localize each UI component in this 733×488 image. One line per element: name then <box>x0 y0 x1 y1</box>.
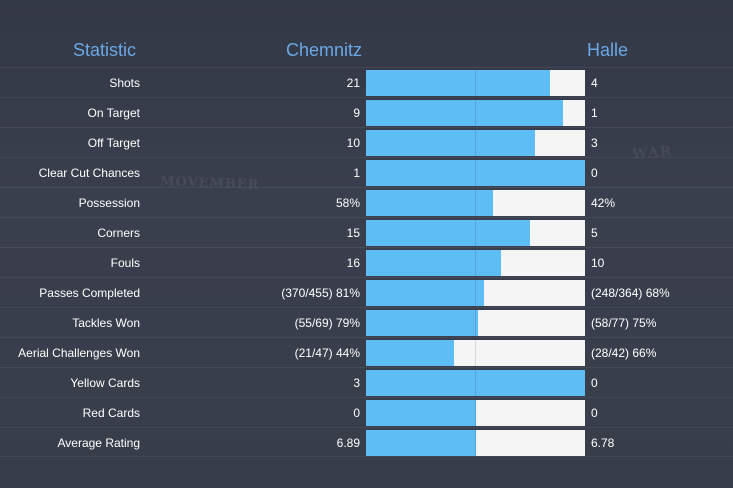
away-value: 3 <box>591 136 598 150</box>
stat-row: Clear Cut Chances 1 0 <box>0 157 733 187</box>
bar-midline <box>475 370 476 396</box>
stat-row: On Target 9 1 <box>0 97 733 127</box>
stat-label: Off Target <box>87 136 140 150</box>
stat-label: Corners <box>97 226 140 240</box>
home-value: 21 <box>346 76 360 90</box>
comparison-bar <box>366 100 585 126</box>
stat-row: Fouls 16 10 <box>0 247 733 277</box>
away-value: (58/77) 75% <box>591 316 657 330</box>
bar-midline <box>475 130 476 156</box>
bar-midline <box>475 190 476 216</box>
home-value: (55/69) 79% <box>294 316 360 330</box>
bar-midline <box>475 100 476 126</box>
home-bar-fill <box>366 370 585 396</box>
stat-label: Passes Completed <box>39 286 140 300</box>
comparison-bar <box>366 340 585 366</box>
stat-row: Passes Completed (370/455) 81% (248/364)… <box>0 277 733 307</box>
bar-midline <box>475 340 476 366</box>
stat-row: Average Rating 6.89 6.78 <box>0 427 733 457</box>
home-bar-fill <box>366 190 493 216</box>
away-team-header[interactable]: Halle <box>587 40 629 60</box>
stat-label: Average Rating <box>57 436 141 450</box>
bar-midline <box>475 70 476 96</box>
stat-row: Shots 21 4 <box>0 67 733 97</box>
away-value: 4 <box>591 76 598 90</box>
bar-midline <box>475 250 476 276</box>
comparison-bar <box>366 130 585 156</box>
bar-midline <box>475 430 476 456</box>
bar-midline <box>475 220 476 246</box>
comparison-bar <box>366 190 585 216</box>
bar-midline <box>475 310 476 336</box>
stat-label: Possession <box>78 196 140 210</box>
stat-label: Yellow Cards <box>70 376 140 390</box>
stat-label: Clear Cut Chances <box>38 166 140 180</box>
stat-label: Aerial Challenges Won <box>18 346 140 360</box>
home-bar-fill <box>366 400 476 426</box>
comparison-bar <box>366 250 585 276</box>
away-value: 1 <box>591 106 598 120</box>
comparison-bar <box>366 220 585 246</box>
home-team-header[interactable]: Chemnitz <box>285 40 362 60</box>
away-value: 0 <box>591 376 598 390</box>
home-bar-fill <box>366 280 484 306</box>
comparison-bar <box>366 160 585 186</box>
stat-row: Off Target 10 3 <box>0 127 733 157</box>
home-value: (21/47) 44% <box>294 346 360 360</box>
comparison-bar <box>366 400 585 426</box>
home-bar-fill <box>366 250 501 276</box>
stat-label: Fouls <box>110 256 140 270</box>
away-value: 0 <box>591 166 598 180</box>
away-value: 5 <box>591 226 598 240</box>
home-bar-fill <box>366 220 530 246</box>
home-value: 58% <box>335 196 360 210</box>
stat-row: Corners 15 5 <box>0 217 733 247</box>
comparison-bar <box>366 310 585 336</box>
comparison-bar <box>366 370 585 396</box>
stat-row: Possession 58% 42% <box>0 187 733 217</box>
away-value: (248/364) 68% <box>591 286 670 300</box>
home-value: 9 <box>353 106 360 120</box>
home-value: 3 <box>353 376 360 390</box>
home-value: 15 <box>346 226 360 240</box>
comparison-bar <box>366 430 585 456</box>
stat-row: Aerial Challenges Won (21/47) 44% (28/42… <box>0 337 733 367</box>
bar-midline <box>475 400 476 426</box>
home-value: (370/455) 81% <box>281 286 360 300</box>
comparison-bar <box>366 70 585 96</box>
stat-row: Red Cards 0 0 <box>0 397 733 427</box>
stat-label: Tackles Won <box>72 316 140 330</box>
home-bar-fill <box>366 310 478 336</box>
home-bar-fill <box>366 430 476 456</box>
away-value: 42% <box>591 196 616 210</box>
away-value: 0 <box>591 406 598 420</box>
bar-midline <box>475 160 476 186</box>
stat-label: On Target <box>87 106 140 120</box>
home-bar-fill <box>366 130 535 156</box>
stat-label: Red Cards <box>82 406 140 420</box>
home-value: 6.89 <box>336 436 360 450</box>
home-value: 10 <box>346 136 360 150</box>
home-bar-fill <box>366 340 454 366</box>
stat-row: Yellow Cards 3 0 <box>0 367 733 397</box>
stats-header: Statistic Chemnitz Halle <box>0 40 733 66</box>
away-value: 6.78 <box>591 436 615 450</box>
stats-table: Shots 21 4 On Target 9 1 Off Target 10 3… <box>0 67 733 457</box>
home-value: 0 <box>353 406 360 420</box>
home-value: 1 <box>353 166 360 180</box>
home-bar-fill <box>366 70 550 96</box>
comparison-bar <box>366 280 585 306</box>
stat-label: Shots <box>109 76 140 90</box>
home-value: 16 <box>346 256 360 270</box>
home-bar-fill <box>366 100 563 126</box>
stat-row: Tackles Won (55/69) 79% (58/77) 75% <box>0 307 733 337</box>
statistic-column-header: Statistic <box>73 40 137 60</box>
bar-midline <box>475 280 476 306</box>
away-value: 10 <box>591 256 605 270</box>
away-value: (28/42) 66% <box>591 346 657 360</box>
home-bar-fill <box>366 160 585 186</box>
